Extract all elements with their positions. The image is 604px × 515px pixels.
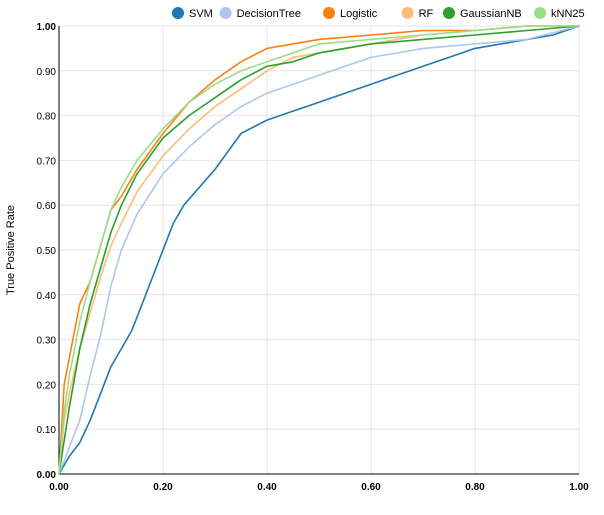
x-tick-label: 0.40 — [257, 482, 277, 493]
legend-label: RF — [419, 8, 434, 20]
x-tick-label: 0.00 — [49, 482, 69, 493]
y-tick-label: 0.60 — [37, 201, 57, 212]
legend-label: GaussianNB — [460, 8, 522, 20]
grid — [58, 25, 580, 475]
legend-marker — [172, 7, 184, 19]
legend-marker — [401, 7, 414, 19]
legend-label: Logistic — [340, 8, 378, 20]
legend-item-rf[interactable]: RF — [401, 7, 434, 20]
legend-marker — [534, 7, 546, 19]
legend-label: kNN25 — [551, 8, 585, 20]
legend-item-gaussiannb[interactable]: GaussianNB — [443, 7, 522, 20]
y-tick-label: 0.80 — [37, 112, 57, 123]
y-tick-label: 0.50 — [37, 246, 57, 257]
axes — [58, 26, 579, 475]
y-tick-label: 0.70 — [37, 156, 57, 167]
x-tick-label: 1.00 — [569, 482, 589, 493]
y-tick-label: 0.30 — [37, 336, 57, 347]
y-tick-label: 0.40 — [37, 291, 57, 302]
legend-item-svm[interactable]: SVM — [172, 7, 213, 20]
series-line-gaussiannb — [58, 25, 580, 475]
x-tick-label: 0.20 — [153, 482, 173, 493]
series-lines — [58, 25, 580, 475]
legend-label: DecisionTree — [237, 8, 301, 20]
y-tick-label: 0.10 — [37, 425, 57, 436]
legend-marker — [219, 7, 232, 19]
legend-marker — [443, 7, 455, 19]
series-line-decisiontree — [58, 25, 580, 475]
x-tick-label: 0.60 — [361, 482, 381, 493]
legend-item-knn25[interactable]: kNN25 — [534, 7, 585, 20]
series-line-knn25 — [58, 25, 580, 475]
legend-marker — [323, 7, 335, 19]
y-tick-label: 1.00 — [37, 22, 57, 33]
y-tick-labels: 0.00 0.10 0.20 0.30 0.40 0.50 0.60 0.70 0.80 0.90… — [37, 22, 57, 481]
y-tick-label: 0.00 — [37, 470, 57, 481]
legend: SVM DecisionTree Logistic RF GaussianNB kNN25 — [172, 7, 585, 20]
legend-item-logistic[interactable]: Logistic — [323, 7, 378, 20]
x-tick-label: 0.80 — [465, 482, 485, 493]
y-tick-label: 0.90 — [37, 67, 57, 78]
legend-item-decisiontree[interactable]: DecisionTree — [219, 7, 301, 20]
y-axis-title: True Positive Rate — [5, 205, 17, 295]
series-line-svm — [58, 25, 580, 475]
y-tick-label: 0.20 — [37, 380, 57, 391]
legend-label: SVM — [189, 8, 213, 20]
x-tick-labels: 0.00 0.20 0.40 0.60 0.80 1.00 — [49, 482, 589, 493]
